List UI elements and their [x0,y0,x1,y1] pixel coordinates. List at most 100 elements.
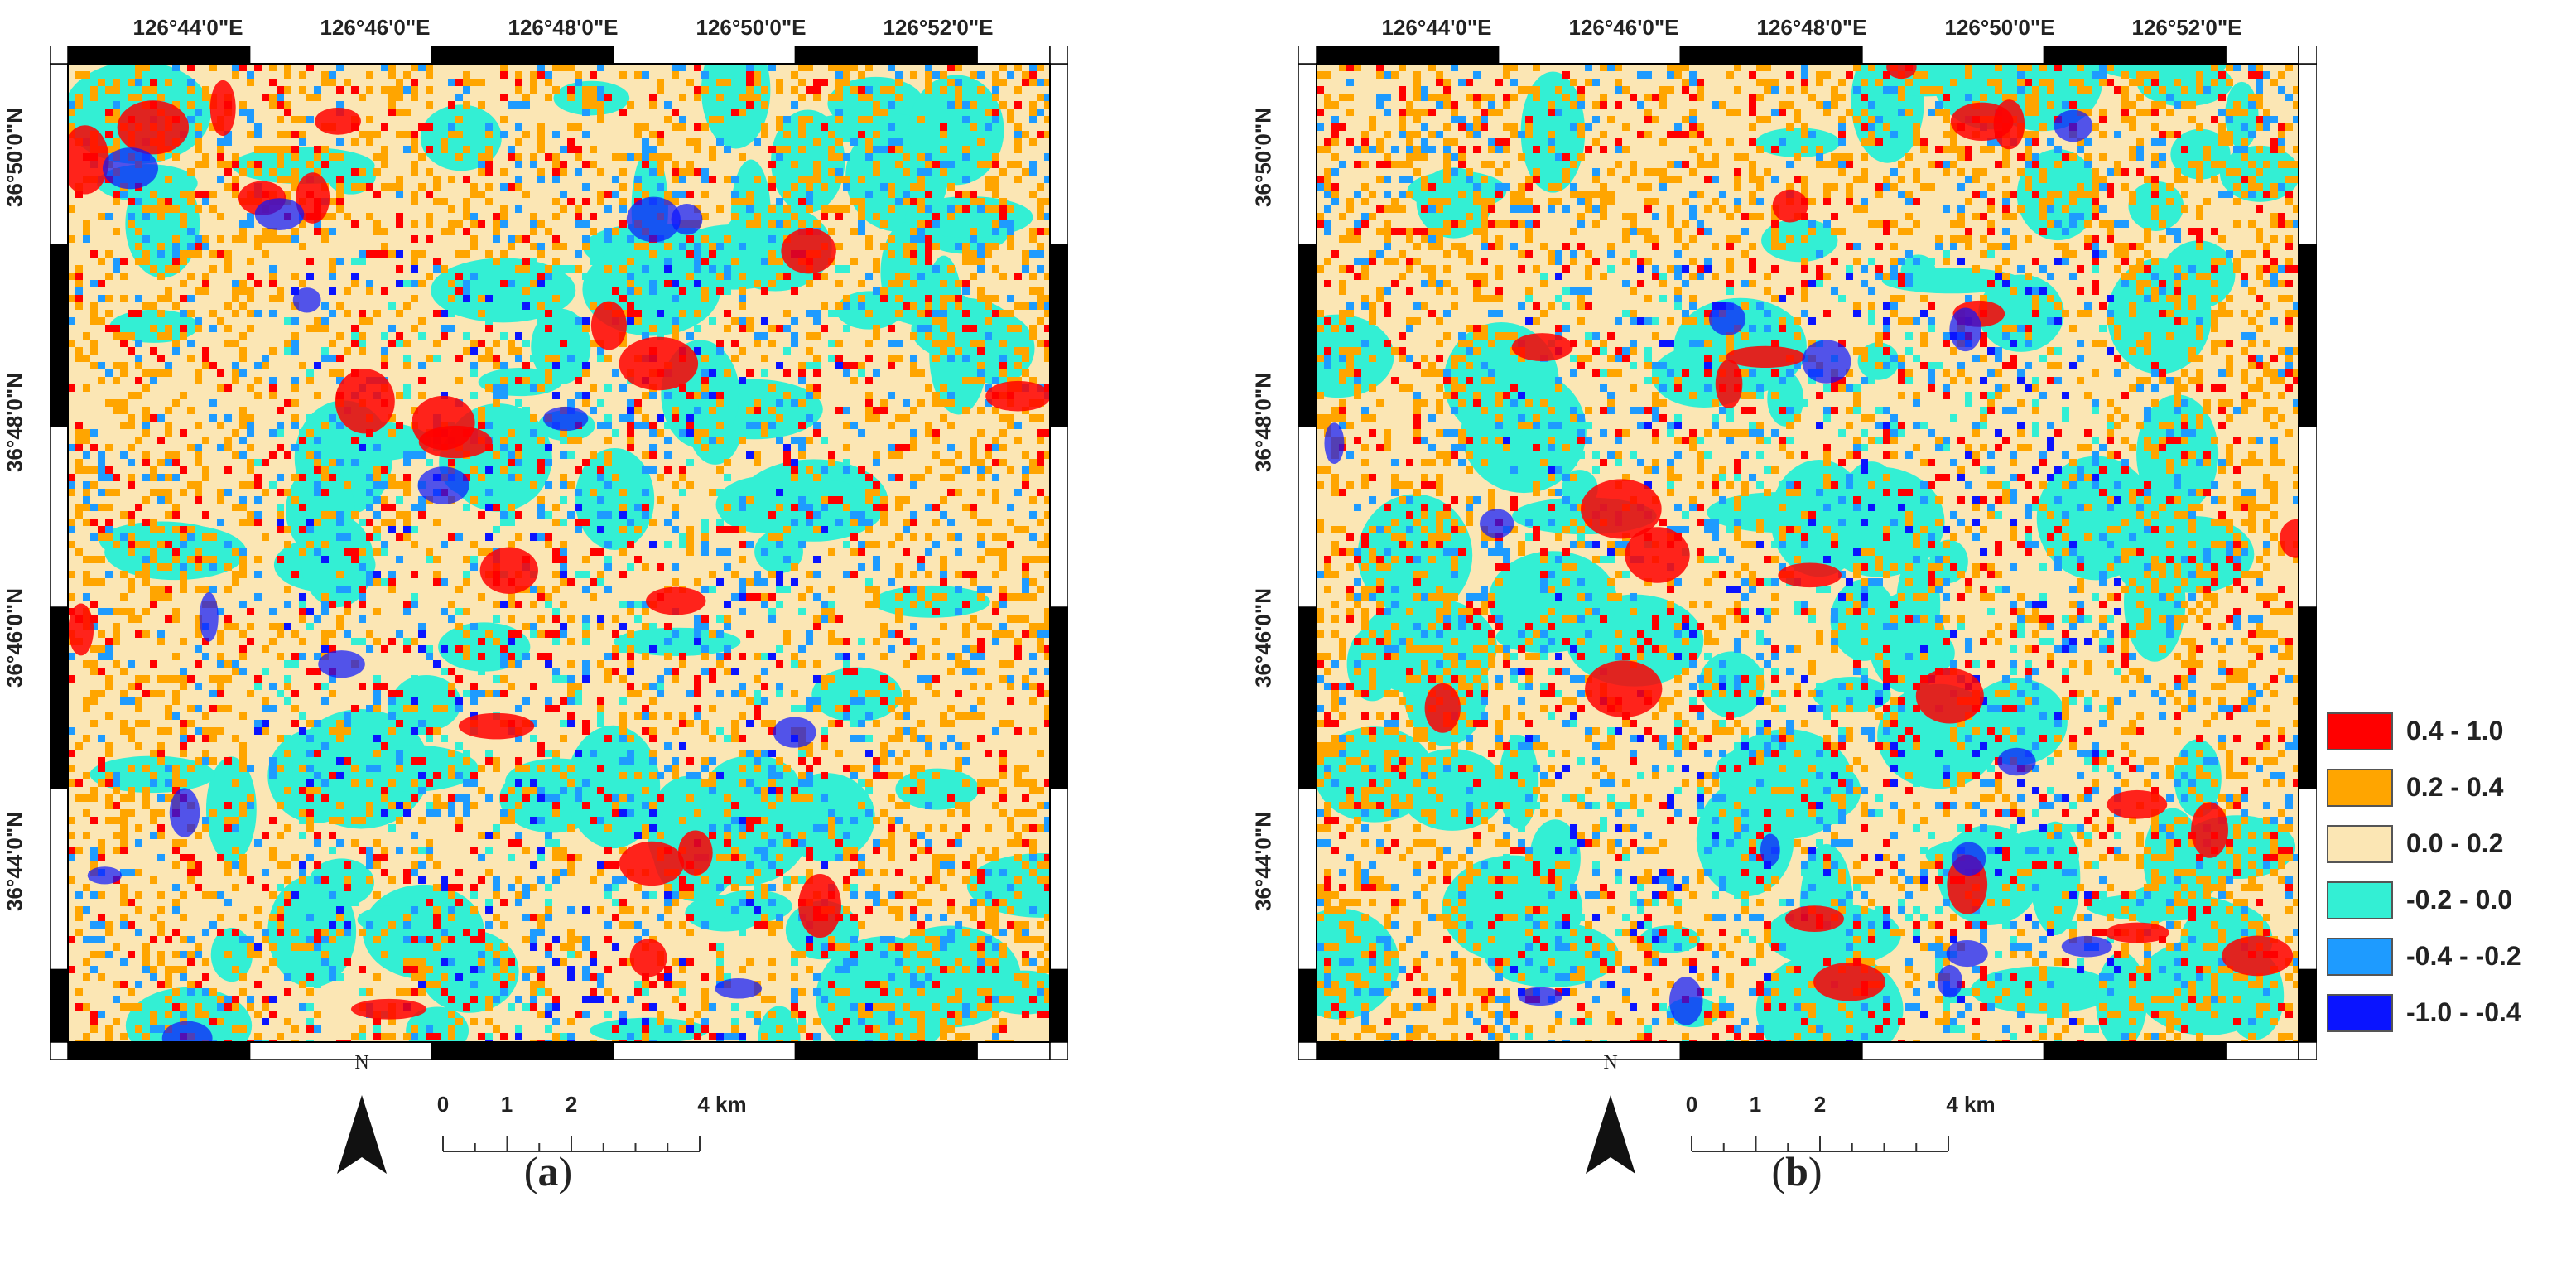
raster-cell [224,489,232,496]
raster-cell [508,638,515,645]
raster-cell [686,392,694,399]
raster-cell [202,727,209,735]
raster-cell [940,824,947,832]
raster-cell [537,504,545,511]
raster-cell [783,765,791,772]
raster-cell [403,802,411,809]
raster-cell [329,213,336,220]
raster-cell [142,571,150,578]
raster-cell [1037,638,1044,645]
raster-cell [858,779,865,787]
raster-cell [917,474,925,481]
raster-cell [754,705,761,712]
raster-cell [359,131,366,138]
raster-cell [813,615,821,623]
raster-cell [709,116,716,123]
raster-cell [113,817,120,824]
raster-cell [120,809,128,817]
raster-cell [612,802,619,809]
raster-cell [828,638,835,645]
raster-cell [321,355,329,362]
raster-cell [411,235,418,243]
raster-cell [359,586,366,593]
raster-cell [537,765,545,772]
raster-cell [813,660,821,668]
raster-cell [470,347,478,355]
raster-cell [1007,422,1014,429]
raster-cell [321,541,329,548]
raster-cell [90,645,98,653]
raster-cell [83,884,90,891]
raster-cell [172,101,180,109]
raster-cell [739,712,746,720]
raster-cell [582,459,590,466]
raster-cell [247,802,254,809]
raster-cell [128,727,135,735]
raster-cell [232,623,239,630]
raster-cell [672,899,679,906]
raster-cell [172,258,180,265]
raster-cell [135,243,142,250]
raster-cell [917,325,925,332]
raster-cell [821,466,828,474]
raster-cell [612,630,619,638]
raster-cell [880,295,888,302]
raster-cell [865,750,873,757]
raster-cell [470,697,478,705]
raster-cell [709,571,716,578]
raster-cell [329,936,336,943]
raster-cell [75,914,83,921]
raster-cell [142,578,150,586]
raster-cell [560,735,567,742]
raster-cell [768,325,776,332]
raster-cell [932,593,940,601]
raster-cell [679,64,686,71]
raster-cell [180,571,187,578]
raster-cell [597,94,604,101]
raster-cell [269,101,277,109]
raster-cell [806,772,813,779]
raster-cell [381,943,388,951]
raster-cell [783,369,791,377]
raster-cell [798,131,806,138]
raster-cell [1022,839,1029,847]
raster-cell [83,355,90,362]
raster-cell [508,183,515,191]
raster-cell [142,675,150,683]
raster-cell [754,332,761,340]
raster-cell [165,265,172,273]
raster-cell [165,474,172,481]
raster-cell [396,176,403,183]
raster-cell [530,914,537,921]
raster-cell [672,727,679,735]
raster-cell [172,690,180,697]
raster-cell [970,71,977,79]
raster-cell [798,772,806,779]
raster-cell [754,578,761,586]
raster-cell [403,526,411,533]
raster-cell [515,802,522,809]
raster-cell [701,533,709,541]
raster-cell [962,205,970,213]
raster-cell [530,929,537,936]
raster-cell [903,891,910,899]
raster-cell [724,310,731,317]
raster-cell [411,168,418,176]
raster-cell [813,273,821,280]
raster-cell [545,325,552,332]
raster-cell [247,384,254,392]
raster-cell [664,884,672,891]
raster-cell [433,198,441,205]
raster-cell [597,64,604,71]
raster-cell [999,444,1007,451]
raster-cell [336,765,344,772]
raster-cell [493,914,500,921]
raster-cell [612,176,619,183]
raster-cell [932,861,940,869]
raster-cell [552,86,560,94]
raster-cell [224,250,232,258]
raster-cell [880,399,888,407]
raster-cell [582,966,590,973]
raster-cell [880,243,888,250]
raster-cell [455,794,463,802]
